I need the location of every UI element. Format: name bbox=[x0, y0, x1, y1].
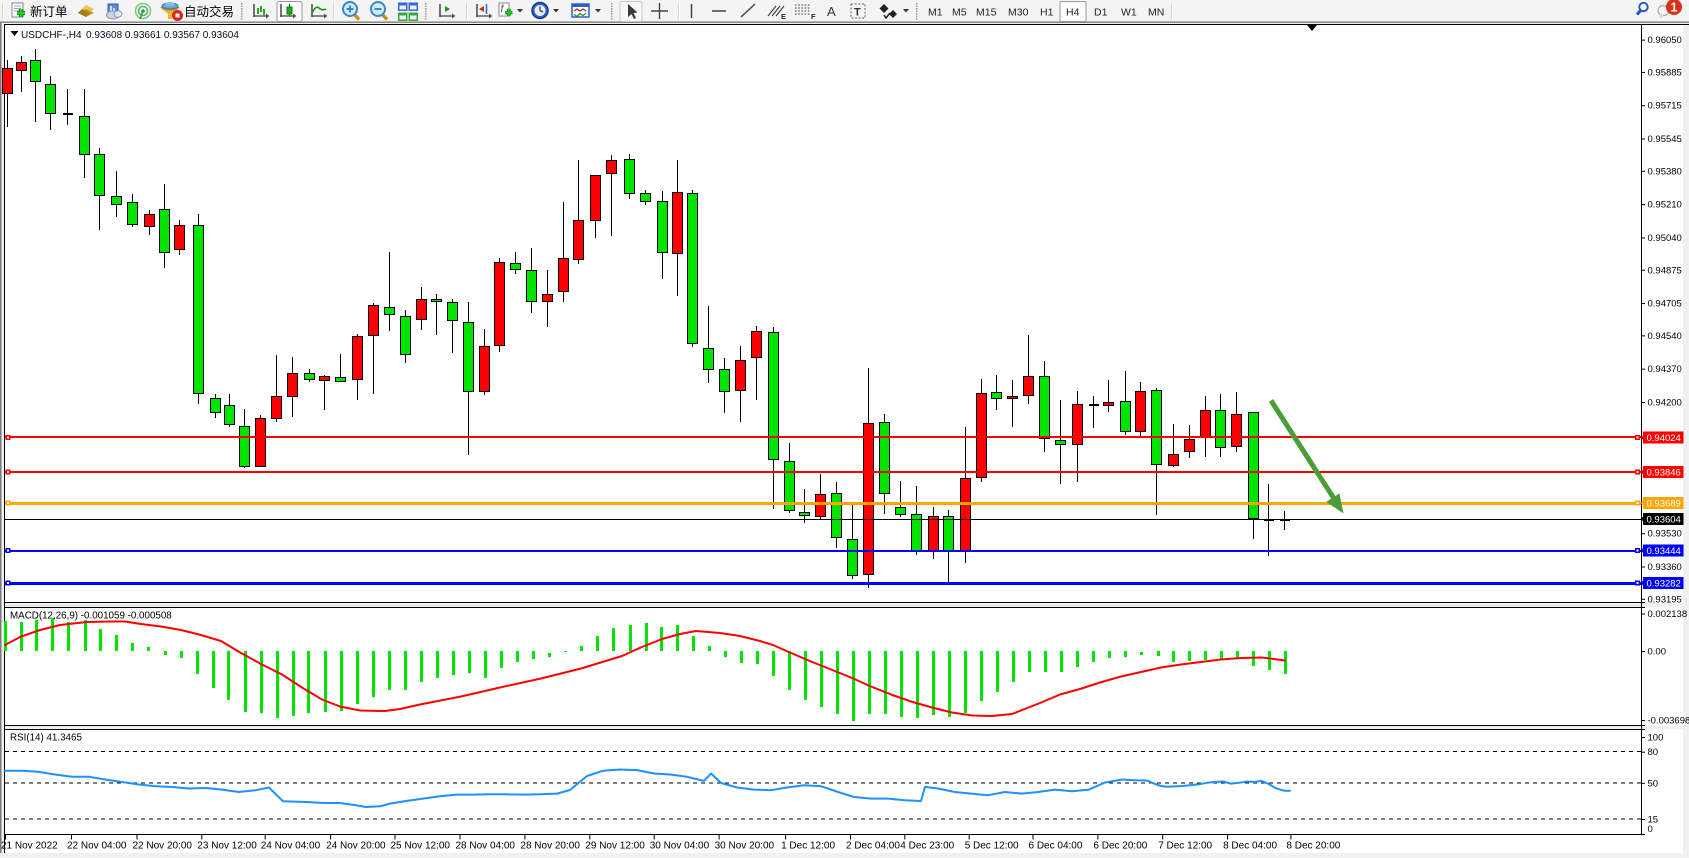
svg-text:0.95380: 0.95380 bbox=[1648, 166, 1682, 177]
svg-text:USDCHF-,H4: USDCHF-,H4 bbox=[21, 30, 82, 41]
svg-text:0.93282: 0.93282 bbox=[1647, 579, 1681, 590]
svg-text:0.94540: 0.94540 bbox=[1648, 331, 1682, 342]
svg-text:0.93444: 0.93444 bbox=[1647, 546, 1681, 557]
svg-text:0.96050: 0.96050 bbox=[1648, 35, 1682, 46]
svg-text:30 Nov 20:00: 30 Nov 20:00 bbox=[715, 840, 775, 851]
svg-text:100: 100 bbox=[1648, 733, 1664, 744]
svg-text:M15: M15 bbox=[976, 7, 997, 19]
svg-text:28 Nov 20:00: 28 Nov 20:00 bbox=[520, 840, 580, 851]
svg-text:0.94875: 0.94875 bbox=[1648, 265, 1682, 276]
svg-text:0.95040: 0.95040 bbox=[1648, 233, 1682, 244]
svg-text:1: 1 bbox=[1671, 1, 1678, 15]
svg-text:M30: M30 bbox=[1008, 7, 1029, 19]
svg-text:0.93608 0.93661 0.93567 0.9360: 0.93608 0.93661 0.93567 0.93604 bbox=[86, 30, 239, 41]
svg-text:0.95545: 0.95545 bbox=[1648, 134, 1682, 145]
svg-text:0.93689: 0.93689 bbox=[1647, 499, 1681, 510]
svg-text:0.94370: 0.94370 bbox=[1648, 364, 1682, 375]
svg-text:0.93360: 0.93360 bbox=[1648, 562, 1682, 573]
svg-text:H1: H1 bbox=[1040, 7, 1054, 19]
svg-text:80: 80 bbox=[1648, 747, 1659, 758]
svg-text:0.00: 0.00 bbox=[1648, 647, 1667, 658]
svg-text:22 Nov 04:00: 22 Nov 04:00 bbox=[67, 840, 127, 851]
svg-text:8 Dec 20:00: 8 Dec 20:00 bbox=[1286, 840, 1340, 851]
svg-text:自动交易: 自动交易 bbox=[184, 4, 234, 19]
svg-text:30 Nov 04:00: 30 Nov 04:00 bbox=[650, 840, 710, 851]
svg-text:4 Dec 23:00: 4 Dec 23:00 bbox=[900, 840, 954, 851]
svg-text:28 Nov 04:00: 28 Nov 04:00 bbox=[456, 840, 516, 851]
svg-text:0.93195: 0.93195 bbox=[1648, 594, 1682, 605]
svg-text:0.93846: 0.93846 bbox=[1647, 468, 1681, 479]
svg-text:50: 50 bbox=[1648, 778, 1659, 789]
svg-text:0.94024: 0.94024 bbox=[1647, 433, 1681, 444]
svg-text:24 Nov 04:00: 24 Nov 04:00 bbox=[261, 840, 321, 851]
svg-text:6 Dec 20:00: 6 Dec 20:00 bbox=[1093, 840, 1147, 851]
svg-text:5 Dec 12:00: 5 Dec 12:00 bbox=[965, 840, 1019, 851]
svg-text:M1: M1 bbox=[928, 7, 943, 19]
svg-text:f: f bbox=[501, 4, 505, 15]
svg-text:RSI(14) 41.3465: RSI(14) 41.3465 bbox=[10, 733, 82, 744]
svg-text:T: T bbox=[854, 7, 861, 19]
svg-text:0.002138: 0.002138 bbox=[1648, 609, 1688, 620]
svg-text:MACD(12,26,9) -0.001059 -0.000: MACD(12,26,9) -0.001059 -0.000508 bbox=[10, 611, 172, 622]
svg-text:E: E bbox=[781, 12, 786, 21]
svg-text:15: 15 bbox=[1648, 815, 1659, 826]
svg-text:24 Nov 20:00: 24 Nov 20:00 bbox=[326, 840, 386, 851]
svg-text:2 Dec 04:00: 2 Dec 04:00 bbox=[846, 840, 900, 851]
svg-text:0: 0 bbox=[1648, 824, 1653, 835]
svg-text:0.95885: 0.95885 bbox=[1648, 67, 1682, 78]
svg-text:21 Nov 2022: 21 Nov 2022 bbox=[1, 840, 58, 851]
svg-text:F: F bbox=[811, 12, 816, 21]
svg-text:0.95715: 0.95715 bbox=[1648, 101, 1682, 112]
svg-text:M5: M5 bbox=[952, 7, 967, 19]
svg-text:0.93604: 0.93604 bbox=[1647, 515, 1681, 526]
svg-text:新订单: 新订单 bbox=[30, 4, 68, 19]
svg-text:25 Nov 12:00: 25 Nov 12:00 bbox=[391, 840, 451, 851]
svg-text:29 Nov 12:00: 29 Nov 12:00 bbox=[585, 840, 645, 851]
svg-text:0.95210: 0.95210 bbox=[1648, 200, 1682, 211]
svg-text:-0.003698: -0.003698 bbox=[1648, 716, 1689, 727]
svg-text:A: A bbox=[827, 4, 836, 19]
svg-text:MN: MN bbox=[1148, 7, 1164, 19]
svg-text:23 Nov 12:00: 23 Nov 12:00 bbox=[197, 840, 257, 851]
svg-text:0.94200: 0.94200 bbox=[1648, 397, 1682, 408]
svg-text:6 Dec 04:00: 6 Dec 04:00 bbox=[1029, 840, 1083, 851]
svg-text:8 Dec 04:00: 8 Dec 04:00 bbox=[1223, 840, 1277, 851]
svg-text:H4: H4 bbox=[1066, 7, 1080, 19]
svg-text:0.94705: 0.94705 bbox=[1648, 299, 1682, 310]
svg-text:1 Dec 12:00: 1 Dec 12:00 bbox=[781, 840, 835, 851]
svg-text:W1: W1 bbox=[1121, 7, 1137, 19]
svg-text:7 Dec 12:00: 7 Dec 12:00 bbox=[1158, 840, 1212, 851]
svg-text:0.93530: 0.93530 bbox=[1648, 529, 1682, 540]
svg-text:22 Nov 20:00: 22 Nov 20:00 bbox=[133, 840, 193, 851]
svg-text:D1: D1 bbox=[1094, 7, 1108, 19]
